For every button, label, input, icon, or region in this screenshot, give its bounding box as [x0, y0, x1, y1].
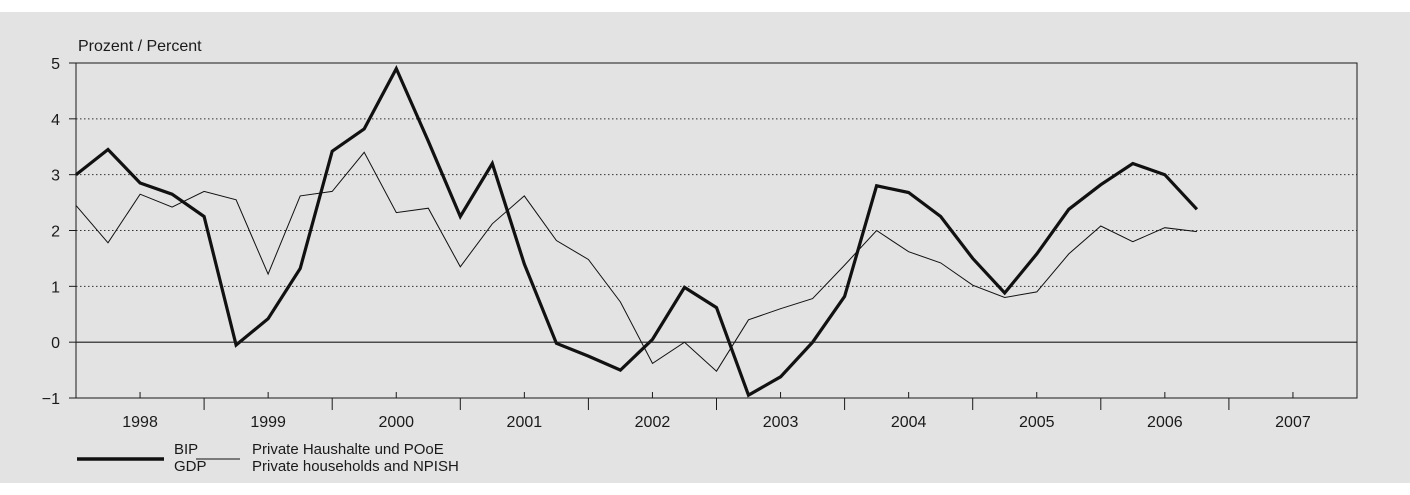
- gridlines: [76, 118, 1357, 287]
- y-axis-unit-label: Prozent / Percent: [78, 38, 202, 55]
- legend-households-en: Private households and NPISH: [252, 458, 459, 475]
- y-tick-label: −1: [42, 391, 60, 408]
- y-tick-label: 3: [51, 168, 60, 185]
- legend-label-households: Private Haushalte und POoE Private house…: [252, 441, 459, 475]
- legend-gdp-en: GDP: [174, 458, 207, 475]
- x-tick-label: 2006: [1147, 414, 1183, 431]
- y-tick-label: 1: [51, 279, 60, 296]
- x-tick-label: 2000: [378, 414, 414, 431]
- y-tick-label: 2: [51, 224, 60, 241]
- y-axis-ticks: 5 4 3 2 1 0 −1: [42, 56, 76, 408]
- x-tick-label: 2002: [635, 414, 671, 431]
- legend-label-gdp: BIP GDP: [174, 441, 207, 475]
- legend-households-de: Private Haushalte und POoE: [252, 441, 444, 458]
- y-tick-label: 5: [51, 56, 60, 73]
- series-lines: [75, 64, 1199, 398]
- x-tick-label: 1998: [122, 414, 158, 431]
- chart-panel: [0, 12, 1410, 483]
- legend-gdp-de: BIP: [174, 441, 199, 458]
- x-axis-ticks: 1998 1999 2000 2001 2002 2003 2004 2005 2006 2007: [122, 392, 1311, 431]
- x-tick-label: 2001: [507, 414, 543, 431]
- y-tick-label: 4: [51, 112, 60, 129]
- plot-frame: [75, 62, 1358, 399]
- x-tick-label: 2003: [763, 414, 799, 431]
- x-tick-label: 2004: [891, 414, 927, 431]
- series-line-gdp: [75, 64, 1199, 398]
- y-tick-label: 0: [51, 335, 60, 352]
- x-tick-label: 1999: [250, 414, 286, 431]
- x-tick-label: 2007: [1275, 414, 1311, 431]
- series-line-households: [75, 151, 1197, 372]
- x-tick-label: 2005: [1019, 414, 1055, 431]
